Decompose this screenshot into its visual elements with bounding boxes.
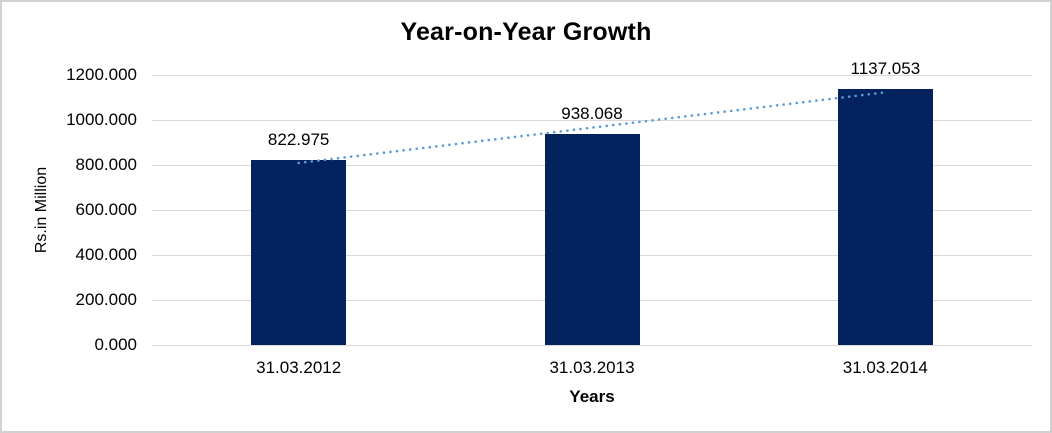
bar-31.03.2012 (251, 159, 347, 345)
y-tick-label: 400.000 (75, 245, 137, 264)
x-tick-label: 31.03.2013 (549, 358, 635, 377)
y-tick-label: 0.000 (94, 335, 137, 354)
data-label: 938.068 (561, 103, 623, 123)
gridline (152, 74, 1032, 76)
x-tick-label: 31.03.2012 (256, 358, 342, 377)
y-tick-label: 1000.000 (66, 110, 137, 129)
y-tick-label: 200.000 (75, 290, 137, 309)
y-tick-label: 600.000 (75, 200, 137, 219)
data-label: 1137.053 (850, 59, 921, 79)
y-tick-label: 1200.000 (66, 65, 137, 84)
chart-title: Year-on-Year Growth (400, 18, 652, 46)
bar-31.03.2014 (837, 89, 933, 345)
x-axis-title: Years (569, 387, 615, 406)
y-tick-label: 800.000 (75, 155, 137, 174)
bar-31.03.2013 (544, 133, 640, 345)
x-tick-label: 31.03.2014 (842, 358, 928, 377)
x-axis-line (152, 344, 1032, 346)
data-label: 822.975 (267, 129, 330, 149)
